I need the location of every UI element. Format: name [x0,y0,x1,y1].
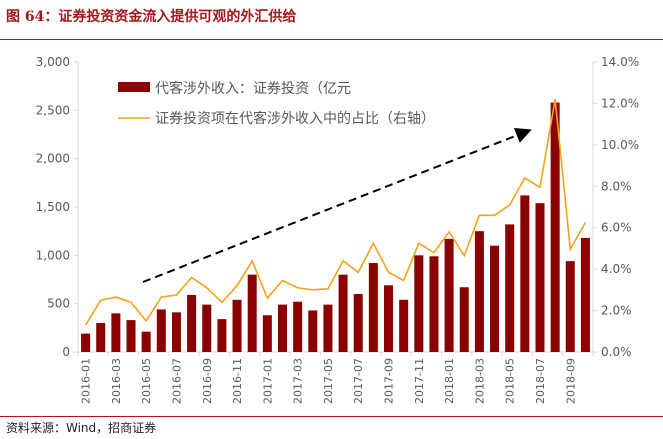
x-tick-label: 2017-01 [261,358,274,404]
right-tick-label: 6.0% [601,221,632,235]
left-tick-label: 1,000 [36,248,70,262]
bar [323,304,333,352]
bar [96,323,106,352]
bar [232,299,242,352]
bar [490,245,500,352]
bar [505,224,515,352]
bar [580,237,590,352]
bar [384,285,394,352]
right-tick-label: 4.0% [601,262,632,276]
title-rule [0,39,663,40]
bar [520,195,530,352]
bar [550,102,560,352]
source-note: 资料来源：Wind，招商证券 [6,421,157,435]
left-tick-label: 1,500 [36,200,70,214]
figure-title: 图 64：证券投资资金流入提供可观的外汇供给 [6,9,297,25]
bar [141,331,151,352]
x-tick-label: 2016-07 [170,358,183,404]
bar [414,255,424,352]
left-tick-label: 2,500 [36,103,70,117]
right-tick-label: 10.0% [601,138,639,152]
source-rule [0,416,663,417]
x-tick-label: 2016-03 [110,358,123,404]
bar [247,274,257,352]
right-tick-label: 2.0% [601,304,632,318]
left-tick-label: 3,000 [36,55,70,69]
bar [459,287,469,352]
ratio-line [84,99,587,326]
x-tick-label: 2016-05 [140,358,153,404]
bar [262,315,272,352]
x-tick-label: 2018-09 [564,358,577,404]
x-tick-label: 2018-01 [443,358,456,404]
right-tick-label: 8.0% [601,179,632,193]
bar [111,313,121,352]
bar [429,256,439,352]
bar [293,301,303,352]
x-tick-label: 2018-05 [504,358,517,404]
bar [202,304,212,352]
left-tick-label: 2,000 [36,152,70,166]
x-tick-label: 2016-01 [80,358,93,404]
bar [277,304,287,352]
bar [126,320,136,352]
x-tick-label: 2018-03 [473,358,486,404]
bar [535,203,545,352]
x-tick-label: 2016-11 [231,358,244,404]
trend-arrow [142,127,532,283]
right-tick-label: 12.0% [601,96,639,110]
x-tick-label: 2018-07 [534,358,547,404]
bar [368,263,378,352]
bar [308,310,318,352]
legend-bar-swatch [118,82,150,92]
left-tick-label: 500 [47,297,70,311]
legend-line-label: 证券投资项在代客涉外收入中的占比（右轴） [155,110,435,127]
right-tick-label: 0.0% [601,345,632,359]
x-tick-label: 2016-09 [201,358,214,404]
bar [474,231,484,352]
left-tick-label: 0 [62,345,70,359]
x-tick-label: 2017-11 [413,358,426,404]
x-tick-label: 2017-07 [352,358,365,404]
bar [399,299,409,352]
x-tick-label: 2017-05 [322,358,335,404]
bar [156,309,166,352]
bar [171,312,181,352]
legend-bar-label: 代客涉外收入：证券投资（亿元 [155,80,351,97]
bar [217,319,227,352]
bar [338,274,348,352]
bar [187,294,197,352]
x-tick-label: 2017-09 [383,358,396,404]
bar [353,294,363,352]
bar [444,238,454,352]
right-tick-label: 14.0% [601,55,639,69]
bar [81,333,91,352]
bar [565,261,575,352]
x-tick-label: 2017-03 [292,358,305,404]
